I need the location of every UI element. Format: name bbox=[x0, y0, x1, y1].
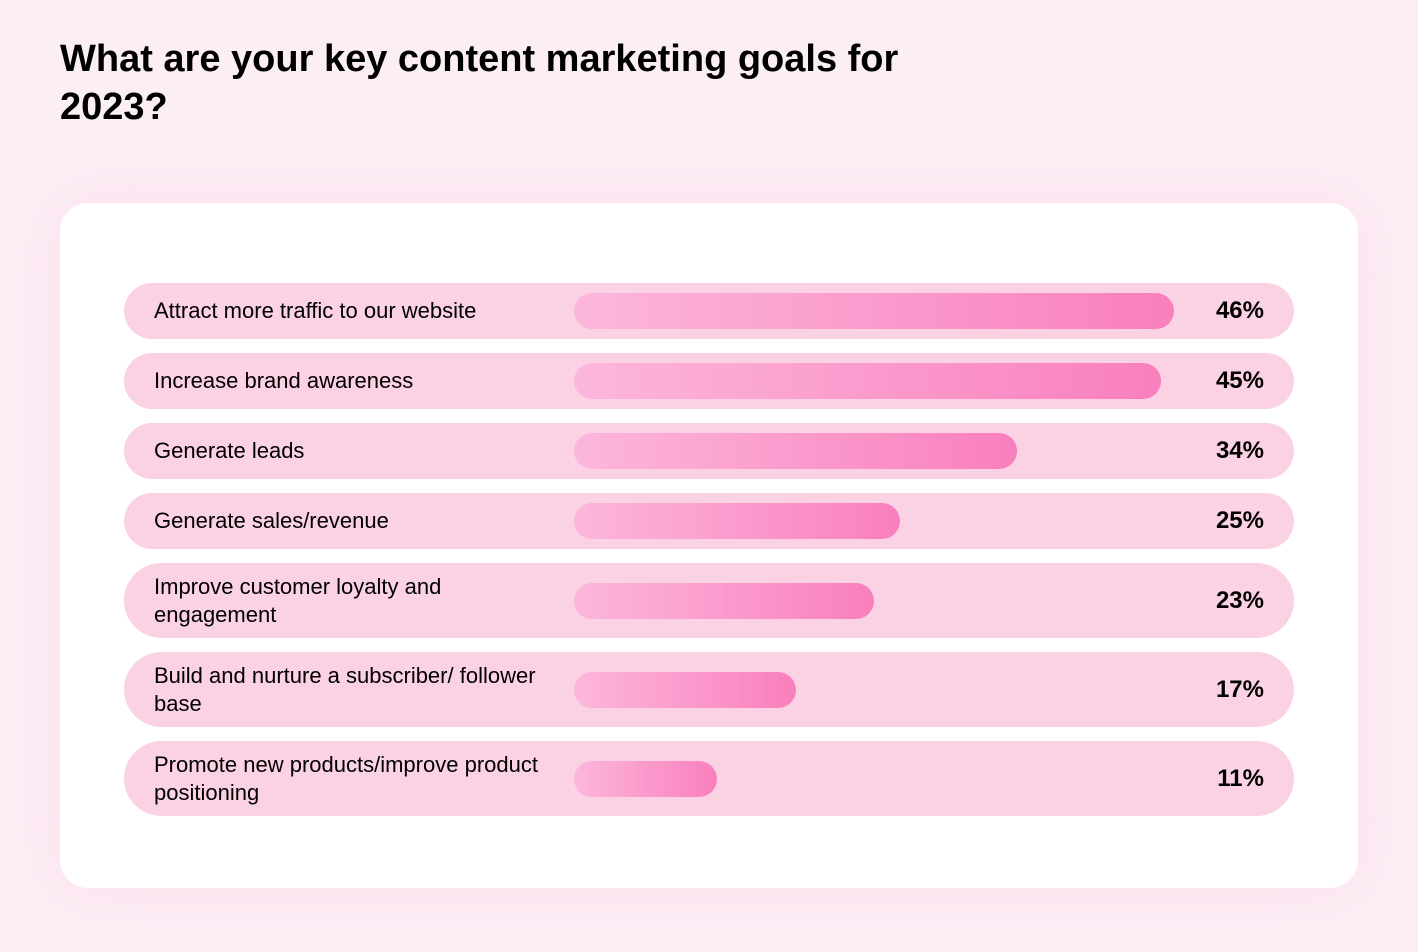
chart-row: Increase brand awareness 45% bbox=[124, 353, 1294, 409]
bar-track bbox=[574, 761, 1174, 797]
row-percent: 34% bbox=[1174, 437, 1264, 465]
row-label: Build and nurture a subscriber/ follower… bbox=[154, 662, 574, 717]
row-label: Generate sales/revenue bbox=[154, 507, 574, 535]
bar-track bbox=[574, 433, 1174, 469]
bar-track bbox=[574, 503, 1174, 539]
row-label: Generate leads bbox=[154, 437, 574, 465]
chart-row: Generate sales/revenue 25% bbox=[124, 493, 1294, 549]
bar-fill bbox=[574, 672, 796, 708]
row-percent: 46% bbox=[1174, 297, 1264, 325]
bar-fill bbox=[574, 503, 900, 539]
chart-row: Generate leads 34% bbox=[124, 423, 1294, 479]
row-percent: 25% bbox=[1174, 507, 1264, 535]
chart-row: Promote new products/improve product pos… bbox=[124, 741, 1294, 816]
row-label: Promote new products/improve product pos… bbox=[154, 751, 574, 806]
bar-track bbox=[574, 672, 1174, 708]
page: What are your key content marketing goal… bbox=[0, 0, 1418, 952]
row-label: Increase brand awareness bbox=[154, 367, 574, 395]
row-percent: 17% bbox=[1174, 676, 1264, 704]
row-percent: 45% bbox=[1174, 367, 1264, 395]
chart-row: Build and nurture a subscriber/ follower… bbox=[124, 652, 1294, 727]
bar-track bbox=[574, 583, 1174, 619]
bar-fill bbox=[574, 583, 874, 619]
bar-track bbox=[574, 293, 1174, 329]
row-label: Improve customer loyalty and engagement bbox=[154, 573, 574, 628]
chart-row: Improve customer loyalty and engagement 2… bbox=[124, 563, 1294, 638]
chart-card: Attract more traffic to our website 46% In… bbox=[60, 203, 1358, 888]
bar-fill bbox=[574, 433, 1017, 469]
row-percent: 11% bbox=[1174, 765, 1264, 793]
bar-fill bbox=[574, 363, 1161, 399]
bar-fill bbox=[574, 293, 1174, 329]
chart-title: What are your key content marketing goal… bbox=[60, 36, 960, 131]
bar-track bbox=[574, 363, 1174, 399]
bar-fill bbox=[574, 761, 717, 797]
row-percent: 23% bbox=[1174, 587, 1264, 615]
chart-row: Attract more traffic to our website 46% bbox=[124, 283, 1294, 339]
row-label: Attract more traffic to our website bbox=[154, 297, 574, 325]
